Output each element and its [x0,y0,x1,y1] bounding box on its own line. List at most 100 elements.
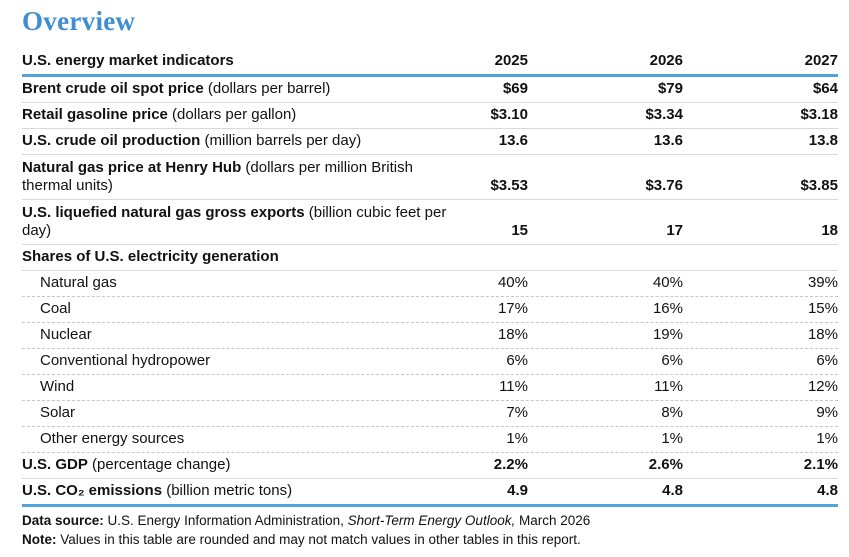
table-row-shares-section: Shares of U.S. electricity generation [22,245,838,271]
table-row-brent-crude: Brent crude oil spot price (dollars per … [22,77,838,103]
year-header-2025: 2025 [494,52,528,69]
row-unit: (dollars per million British thermal uni… [22,159,413,194]
row-value-2026: $3.76 [645,177,683,194]
year-header-2027: 2027 [804,52,838,69]
table-row-gdp: U.S. GDP (percentage change) 2.2% 2.6% 2… [22,453,838,479]
row-value-2026: 1% [661,430,683,447]
table-row-crude-production: U.S. crude oil production (million barre… [22,129,838,155]
row-value-2026: 4.8 [662,482,683,499]
table-row-henry-hub-price: Natural gas price at Henry Hub (dollars … [22,155,838,200]
row-label: U.S. CO₂ emissions [22,482,163,499]
table-row-lng-exports: U.S. liquefied natural gas gross exports… [22,200,838,245]
data-source-date: March 2026 [515,513,591,528]
row-value-2027: 39% [807,274,838,291]
row-label: Natural gas price at Henry Hub [22,159,242,176]
row-label: Coal [40,300,71,317]
row-value-2027: 2.1% [803,456,838,473]
row-value-2026: 2.6% [648,456,683,473]
row-label-cell: Natural gas price at Henry Hub (dollars … [22,159,452,195]
row-unit: (dollars per barrel) [203,80,331,97]
row-value-2027: 18 [821,222,838,239]
row-value-2026: $3.34 [645,106,683,123]
row-value-2025: 2.2% [493,456,528,473]
row-value-2025: $3.10 [490,106,528,123]
row-value-2027: 13.8 [808,132,838,149]
row-label: Nuclear [40,326,92,343]
row-label-cell: U.S. CO₂ emissions (billion metric tons) [22,482,452,500]
row-value-2025: 6% [506,352,528,369]
row-unit: (dollars per gallon) [167,106,297,123]
row-value-2026: 11% [654,378,683,395]
row-value-2025: 7% [506,404,528,421]
row-value-2025: 13.6 [498,132,528,149]
row-value-2026: 16% [652,300,683,317]
row-label: Other energy sources [40,430,185,447]
row-value-2025: 18% [497,326,528,343]
row-value-2025: 1% [506,430,528,447]
row-value-2027: 18% [807,326,838,343]
table-header-label: U.S. energy market indicators [22,52,234,69]
row-label-cell: Brent crude oil spot price (dollars per … [22,80,452,98]
table-row-retail-gasoline: Retail gasoline price (dollars per gallo… [22,103,838,129]
table-row-share-solar: Solar 7% 8% 9% [22,401,838,427]
table-footer: Data source: U.S. Energy Information Adm… [22,507,838,549]
row-label-cell: U.S. GDP (percentage change) [22,456,452,474]
row-value-2027: $64 [812,80,838,97]
row-value-2027: $3.85 [800,177,838,194]
row-unit: (percentage change) [87,456,231,473]
row-value-2026: 40% [652,274,683,291]
data-source-label: Data source: [22,513,104,528]
row-value-2026: 8% [661,404,683,421]
table-header-row: U.S. energy market indicators 2025 2026 … [22,49,838,77]
table-row-share-natural-gas: Natural gas 40% 40% 39% [22,271,838,297]
table-row-share-nuclear: Nuclear 18% 19% 18% [22,323,838,349]
note-label: Note: [22,532,57,547]
row-value-2025: $69 [502,80,528,97]
table-row-share-other: Other energy sources 1% 1% 1% [22,427,838,453]
row-value-2027: 4.8 [817,482,838,499]
table-row-share-hydropower: Conventional hydropower 6% 6% 6% [22,349,838,375]
row-value-2025: 15 [511,222,528,239]
row-label: Solar [40,404,76,421]
row-unit: (billion cubic feet per day) [22,204,447,239]
row-label: U.S. GDP [22,456,88,473]
row-label-cell: U.S. liquefied natural gas gross exports… [22,204,452,240]
row-value-2026: 17 [666,222,683,239]
row-value-2025: 4.9 [507,482,528,499]
data-source-text: U.S. Energy Information Administration, [103,513,348,528]
row-value-2027: 15% [807,300,838,317]
row-value-2025: 11% [499,378,528,395]
row-value-2026: 13.6 [653,132,683,149]
note-text: Values in this table are rounded and may… [56,532,581,547]
note-line: Note: Values in this table are rounded a… [22,530,838,549]
row-label: U.S. crude oil production [22,132,201,149]
section-label: Shares of U.S. electricity generation [22,248,279,265]
row-value-2026: 19% [652,326,683,343]
table-row-co2-emissions: U.S. CO₂ emissions (billion metric tons)… [22,479,838,507]
row-unit: (billion metric tons) [162,482,293,499]
row-label-cell: Retail gasoline price (dollars per gallo… [22,106,452,124]
row-label-cell: U.S. crude oil production (million barre… [22,132,452,150]
row-value-2027: $3.18 [800,106,838,123]
row-value-2027: 1% [816,430,838,447]
row-label: Natural gas [40,274,117,291]
row-label: Brent crude oil spot price [22,80,204,97]
data-source-line: Data source: U.S. Energy Information Adm… [22,511,838,530]
year-header-2026: 2026 [649,52,683,69]
table-row-share-coal: Coal 17% 16% 15% [22,297,838,323]
row-value-2025: 17% [497,300,528,317]
row-label: Wind [40,378,75,395]
overview-table: U.S. energy market indicators 2025 2026 … [22,49,838,507]
row-label: U.S. liquefied natural gas gross exports [22,204,305,221]
table-row-share-wind: Wind 11% 11% 12% [22,375,838,401]
row-unit: (million barrels per day) [200,132,362,149]
row-label: Retail gasoline price [22,106,168,123]
data-source-publication: Short-Term Energy Outlook, [347,513,516,528]
row-label: Conventional hydropower [40,352,211,369]
page-title: Overview [22,6,136,36]
row-value-2027: 6% [816,352,838,369]
row-value-2027: 12% [807,378,838,395]
row-value-2026: $79 [657,80,683,97]
row-value-2025: $3.53 [490,177,528,194]
